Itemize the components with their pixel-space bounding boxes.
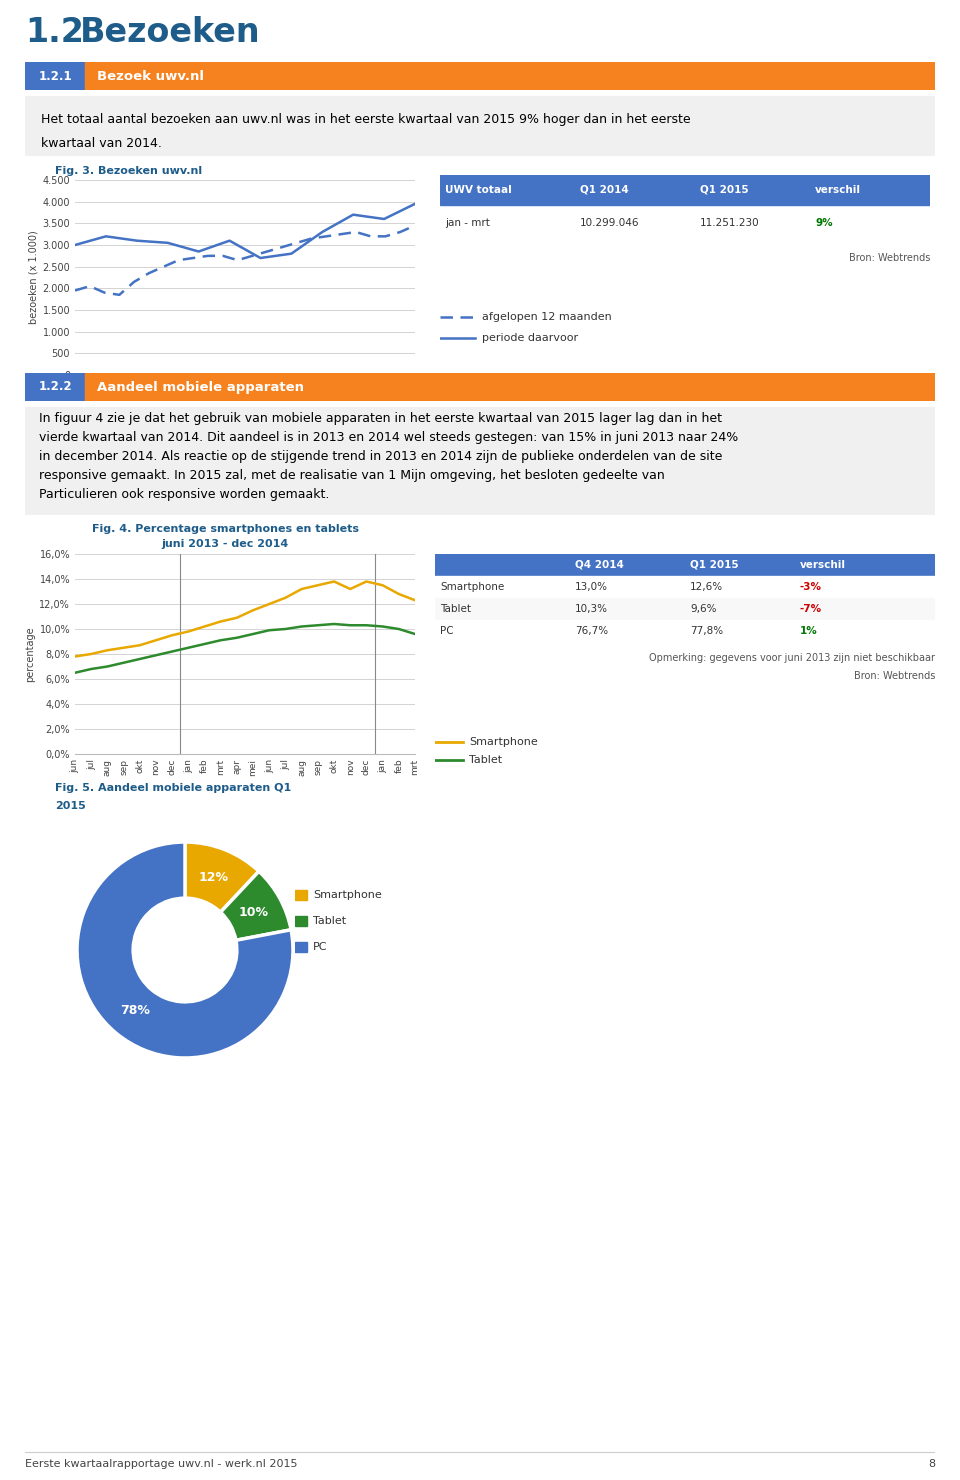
Text: Bezoek uwv.nl: Bezoek uwv.nl xyxy=(97,70,204,83)
Text: Aandeel mobiele apparaten: Aandeel mobiele apparaten xyxy=(97,380,304,394)
Text: in december 2014. Als reactie op de stijgende trend in 2013 en 2014 zijn de publ: in december 2014. Als reactie op de stij… xyxy=(38,450,722,463)
Text: UWV totaal: UWV totaal xyxy=(445,185,512,195)
Text: Q1 2015: Q1 2015 xyxy=(700,185,749,195)
Text: Eerste kwartaalrapportage uwv.nl - werk.nl 2015: Eerste kwartaalrapportage uwv.nl - werk.… xyxy=(25,1459,298,1470)
Wedge shape xyxy=(185,842,259,912)
Text: Q1 2015: Q1 2015 xyxy=(690,559,738,570)
Text: 8: 8 xyxy=(928,1459,935,1470)
Text: 1.2.1: 1.2.1 xyxy=(38,70,72,83)
Bar xyxy=(435,576,935,598)
Y-axis label: percentage: percentage xyxy=(25,626,36,682)
Text: 11.251.230: 11.251.230 xyxy=(700,218,759,228)
Text: Smartphone: Smartphone xyxy=(469,737,538,747)
Text: Fig. 3. Bezoeken uwv.nl: Fig. 3. Bezoeken uwv.nl xyxy=(55,166,203,176)
Text: Bron: Webtrends: Bron: Webtrends xyxy=(849,253,930,263)
Text: juni 2013 - dec 2014: juni 2013 - dec 2014 xyxy=(161,539,289,549)
Bar xyxy=(25,62,85,90)
Text: Fig. 5. Aandeel mobiele apparaten Q1: Fig. 5. Aandeel mobiele apparaten Q1 xyxy=(55,783,291,793)
Text: 10,3%: 10,3% xyxy=(575,604,608,614)
Text: afgelopen 12 maanden: afgelopen 12 maanden xyxy=(482,312,612,323)
Text: In figuur 4 zie je dat het gebruik van mobiele apparaten in het eerste kwartaal : In figuur 4 zie je dat het gebruik van m… xyxy=(38,413,722,425)
Bar xyxy=(295,889,307,900)
Text: Tablet: Tablet xyxy=(440,604,471,614)
Text: 77,8%: 77,8% xyxy=(690,626,723,636)
Text: 10.299.046: 10.299.046 xyxy=(580,218,639,228)
Y-axis label: bezoeken (x 1.000): bezoeken (x 1.000) xyxy=(28,231,38,324)
Text: PC: PC xyxy=(440,626,454,636)
Text: Q4 2014: Q4 2014 xyxy=(575,559,624,570)
Text: Particulieren ook responsive worden gemaakt.: Particulieren ook responsive worden gema… xyxy=(38,488,329,502)
Bar xyxy=(435,554,935,576)
Bar xyxy=(440,175,930,206)
Text: Smartphone: Smartphone xyxy=(313,889,382,900)
Text: Tablet: Tablet xyxy=(313,916,347,926)
Wedge shape xyxy=(77,842,293,1058)
Text: 76,7%: 76,7% xyxy=(575,626,608,636)
Text: Bron: Webtrends: Bron: Webtrends xyxy=(853,670,935,681)
Text: Fig. 4. Percentage smartphones en tablets: Fig. 4. Percentage smartphones en tablet… xyxy=(91,524,358,534)
Bar xyxy=(435,598,935,620)
Text: PC: PC xyxy=(313,941,327,952)
Bar xyxy=(435,620,935,642)
Text: Smartphone: Smartphone xyxy=(440,582,504,592)
Text: 1.2.2: 1.2.2 xyxy=(38,380,72,394)
Text: verschil: verschil xyxy=(815,185,861,195)
Text: 1%: 1% xyxy=(800,626,818,636)
Text: 12,6%: 12,6% xyxy=(690,582,723,592)
Text: jan - mrt: jan - mrt xyxy=(445,218,490,228)
Text: kwartaal van 2014.: kwartaal van 2014. xyxy=(41,136,162,149)
Text: vierde kwartaal van 2014. Dit aandeel is in 2013 en 2014 wel steeds gestegen: va: vierde kwartaal van 2014. Dit aandeel is… xyxy=(38,431,738,444)
Text: 78%: 78% xyxy=(120,1003,150,1017)
Wedge shape xyxy=(221,872,291,940)
Text: 10%: 10% xyxy=(239,906,269,919)
Text: verschil: verschil xyxy=(800,559,846,570)
Text: -3%: -3% xyxy=(800,582,822,592)
Text: 1.2: 1.2 xyxy=(25,16,84,49)
Text: 2015: 2015 xyxy=(55,801,85,811)
Text: responsive gemaakt. In 2015 zal, met de realisatie van 1 Mijn omgeving, het besl: responsive gemaakt. In 2015 zal, met de … xyxy=(38,469,664,482)
Text: -7%: -7% xyxy=(800,604,822,614)
Text: periode daarvoor: periode daarvoor xyxy=(482,333,578,343)
Bar xyxy=(25,373,85,401)
Text: 13,0%: 13,0% xyxy=(575,582,608,592)
Bar xyxy=(295,941,307,952)
Text: Bezoeken: Bezoeken xyxy=(80,16,260,49)
Text: 9%: 9% xyxy=(815,218,832,228)
Text: Het totaal aantal bezoeken aan uwv.nl was in het eerste kwartaal van 2015 9% hog: Het totaal aantal bezoeken aan uwv.nl wa… xyxy=(41,112,691,126)
Bar xyxy=(295,916,307,926)
Text: 9,6%: 9,6% xyxy=(690,604,716,614)
Text: Opmerking: gegevens voor juni 2013 zijn niet beschikbaar: Opmerking: gegevens voor juni 2013 zijn … xyxy=(649,653,935,663)
Text: Tablet: Tablet xyxy=(469,755,502,765)
Text: 12%: 12% xyxy=(199,870,228,884)
Text: Q1 2014: Q1 2014 xyxy=(580,185,629,195)
